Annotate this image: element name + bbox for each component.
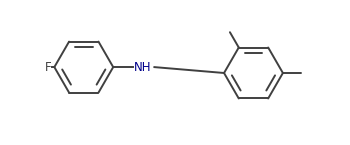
- Text: F: F: [45, 61, 51, 74]
- Text: NH: NH: [134, 61, 151, 74]
